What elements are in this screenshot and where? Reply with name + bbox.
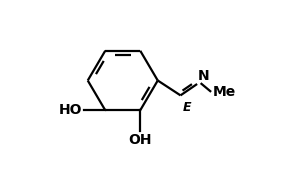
Text: E: E xyxy=(183,101,192,114)
Text: N: N xyxy=(198,69,210,83)
Text: OH: OH xyxy=(128,133,152,147)
Text: Me: Me xyxy=(213,85,236,99)
Text: HO: HO xyxy=(59,103,82,117)
